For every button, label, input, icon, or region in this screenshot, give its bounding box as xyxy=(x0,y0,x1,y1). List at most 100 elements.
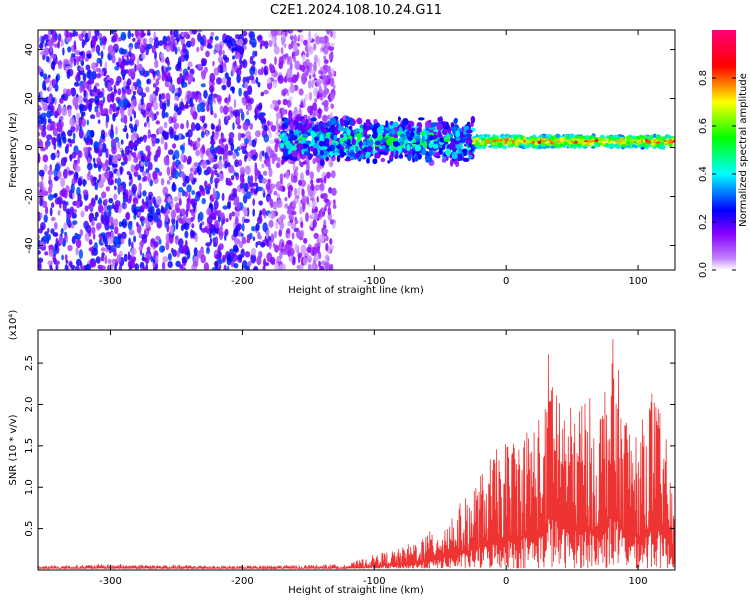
spectrogram-noise-cell xyxy=(60,177,65,188)
spectrogram-line-cell xyxy=(621,144,626,148)
spectrogram-noise-cell xyxy=(318,234,325,244)
spectrogram-line-cell xyxy=(614,135,619,138)
spectrogram-noise-cell xyxy=(232,244,239,253)
spectrogram-signal-cell xyxy=(383,148,390,153)
spectrogram-line-cell xyxy=(579,138,585,143)
spectrogram-noise-cell xyxy=(267,213,272,219)
spectrogram-noise-cell xyxy=(233,99,237,109)
spectrogram-noise-cell xyxy=(285,109,288,115)
spectrogram-noise-cell xyxy=(68,170,74,175)
spectrogram-signal-cell xyxy=(310,130,316,137)
spectrogram-noise-cell xyxy=(278,56,284,66)
spectrogram-noise-cell xyxy=(214,35,219,41)
spectrogram-noise-cell xyxy=(269,103,275,110)
spectrogram-noise-cell xyxy=(178,217,183,224)
spectrogram-noise-cell xyxy=(82,189,89,196)
spectrogram-noise-cell xyxy=(130,103,134,108)
colorbar: 0.0 0.2 0.4 0.6 0.8 Normalized spectral ampl… xyxy=(698,30,749,278)
spectrogram-noise-cell xyxy=(130,126,135,134)
spectrogram-noise-cell xyxy=(153,212,158,219)
spectrogram-noise-cell xyxy=(86,80,92,85)
spectrogram-noise-cell xyxy=(91,36,95,46)
spectrogram-noise-cell xyxy=(300,244,307,255)
spectrogram-noise-cell xyxy=(54,232,59,238)
spectrogram-noise-cell xyxy=(122,128,128,132)
spectrogram-noise-cell xyxy=(215,146,219,152)
spectrogram-noise-cell xyxy=(123,49,128,54)
spectrogram-line-cell xyxy=(562,141,568,146)
spectrogram-noise-cell xyxy=(151,113,155,122)
spectrogram-noise-cell xyxy=(265,182,271,191)
spectrogram-line-cell xyxy=(472,135,476,140)
spectrogram-noise-cell xyxy=(47,118,52,124)
spectrogram-signal-cell xyxy=(463,129,468,136)
spectrogram-noise-cell xyxy=(275,162,281,169)
spectrogram-noise-cell xyxy=(102,108,106,114)
spectrogram-signal-cell xyxy=(339,136,344,145)
spectrogram-noise-cell xyxy=(324,254,330,262)
spectrogram-noise-cell xyxy=(38,228,43,234)
spectrogram-noise-cell xyxy=(127,221,133,231)
spectrogram-noise-cell xyxy=(108,208,112,217)
spectrogram-noise-cell xyxy=(252,60,256,66)
spectrogram-signal-cell xyxy=(398,137,403,142)
spectrogram-noise-cell xyxy=(143,175,148,182)
y-tick-label: 20 xyxy=(24,92,35,105)
spectrogram-noise-cell xyxy=(133,97,137,107)
colorbar-tick-label: 0.2 xyxy=(698,214,709,230)
spectrogram-noise-cell xyxy=(145,51,149,56)
spectrogram-signal-cell xyxy=(351,138,356,146)
spectrogram-signal-cell xyxy=(438,147,443,155)
spectrogram-noise-cell xyxy=(49,125,53,131)
spectrogram-noise-cell xyxy=(321,43,325,48)
spectrogram-noise-cell xyxy=(284,203,289,209)
spectrogram-noise-cell xyxy=(281,37,286,42)
spectrogram-noise-cell xyxy=(71,151,77,159)
spectrogram-noise-cell xyxy=(112,113,116,122)
spectrogram-noise-cell xyxy=(244,165,251,175)
spectrogram-noise-cell xyxy=(205,242,212,247)
spectrogram-line-cell xyxy=(651,142,656,147)
spectrogram-noise-cell xyxy=(47,193,54,201)
spectrogram-line-cell xyxy=(579,135,585,139)
spectrogram-noise-cell xyxy=(97,91,104,99)
spectrogram-signal-cell xyxy=(291,150,299,158)
spectrogram-noise-cell xyxy=(277,74,284,84)
spectrogram-line-cell xyxy=(640,137,644,141)
spectrogram-noise-cell xyxy=(231,87,235,94)
spectrogram-line-cell xyxy=(632,135,636,140)
spectrogram-noise-cell xyxy=(92,247,98,256)
spectrogram-noise-cell xyxy=(249,175,254,184)
spectrogram-noise-cell xyxy=(218,243,224,251)
spectrogram-noise-cell xyxy=(153,252,157,260)
x-tick-label: -200 xyxy=(231,276,254,287)
spectrogram-noise-cell xyxy=(131,152,137,158)
spectrogram-signal-cell xyxy=(356,117,363,125)
spectrogram-line-cell xyxy=(672,139,675,143)
spectrogram-noise-cell xyxy=(178,198,182,206)
spectrogram-noise-cell xyxy=(65,37,71,43)
spectrogram-noise-cell xyxy=(233,200,237,206)
spectrogram-noise-cell xyxy=(85,64,91,71)
spectrogram-noise-cell xyxy=(282,31,286,37)
spectrogram-signal-cell xyxy=(358,141,362,146)
spectrogram-noise-cell xyxy=(300,179,306,187)
spectrogram-noise-cell xyxy=(179,144,184,151)
spectrogram-noise-cell xyxy=(165,66,172,71)
spectrogram-noise-cell xyxy=(190,229,194,239)
spectrogram-noise-cell xyxy=(305,212,309,223)
spectrogram-noise-cell xyxy=(62,47,65,56)
spectrogram-noise-cell xyxy=(270,233,275,243)
spectrogram-noise-cell xyxy=(323,219,327,226)
spectrogram-line-cell xyxy=(566,146,570,149)
spectrogram-noise-cell xyxy=(78,33,83,40)
spectrogram-line-cell xyxy=(554,143,559,148)
spectrogram-noise-cell xyxy=(137,174,142,181)
spectrogram-noise-cell xyxy=(155,86,160,93)
spectrogram-noise-cell xyxy=(275,112,282,120)
y-tick-label: 1.0 xyxy=(24,479,35,495)
spectrogram-noise-cell xyxy=(171,217,176,225)
spectrogram-noise-cell xyxy=(126,132,129,140)
spectrogram-noise-cell xyxy=(136,221,139,227)
spectrogram-noise-cell xyxy=(114,200,121,207)
